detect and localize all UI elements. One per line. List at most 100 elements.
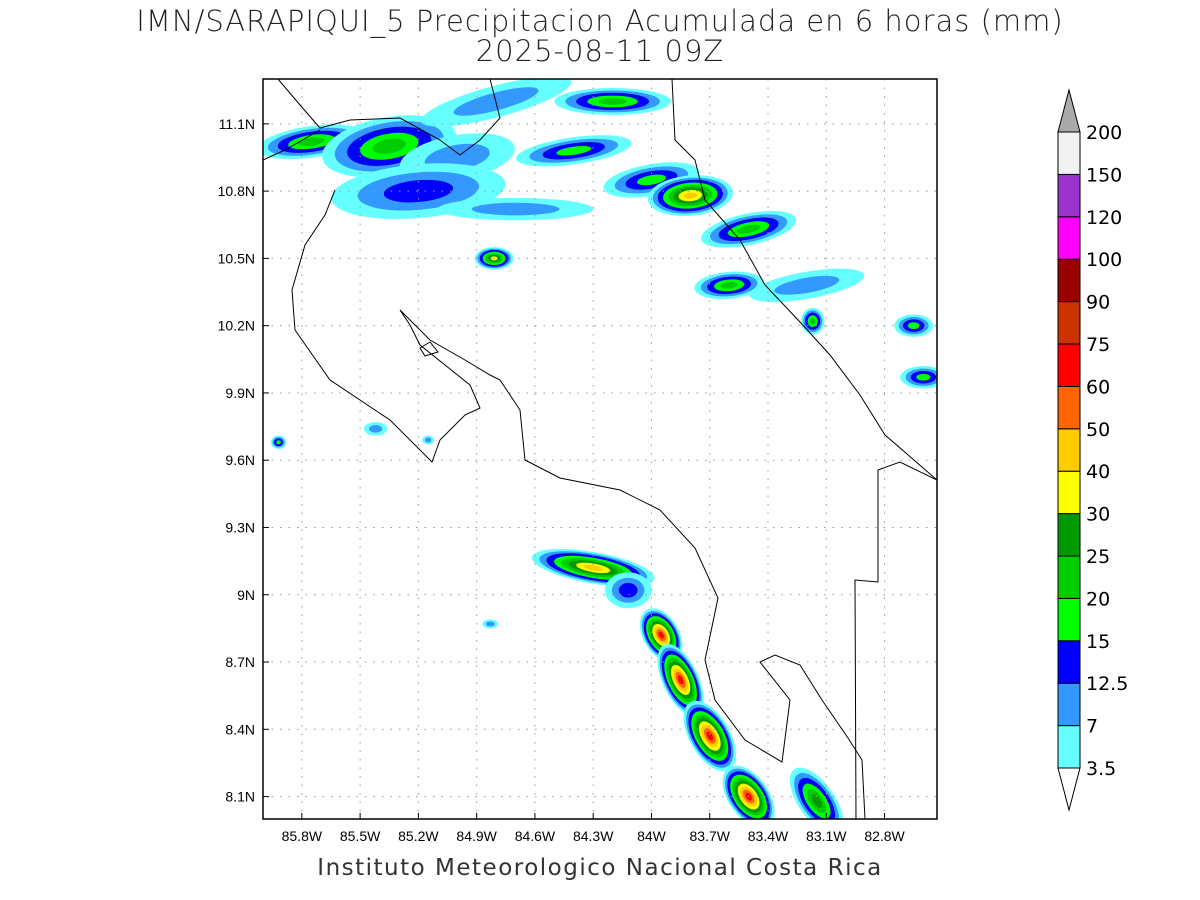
precip-cell — [749, 268, 865, 302]
colorbar-label: 90 — [1086, 292, 1110, 314]
precip-contour-60 — [658, 631, 664, 639]
island — [419, 341, 439, 357]
precip-contour-40 — [583, 564, 603, 571]
map-subtitle: 2025-08-11 09Z — [475, 34, 725, 68]
precip-cell — [263, 124, 366, 160]
colorbar-swatch — [1057, 725, 1081, 769]
precip-contour-20 — [736, 224, 761, 234]
y-tick-label: 9.3N — [225, 519, 255, 535]
precip-contour-12.5 — [618, 582, 638, 598]
precip-contour-20 — [372, 138, 406, 154]
precip-cell — [270, 435, 287, 449]
x-tick-label: 83.1W — [806, 828, 847, 844]
colorbar-swatch — [1057, 343, 1081, 387]
colorbar-label: 100 — [1086, 249, 1122, 271]
y-tick-label: 10.8N — [218, 183, 255, 199]
y-tick-label: 8.4N — [225, 721, 255, 737]
y-tick-label: 9N — [237, 587, 255, 603]
colorbar-over-triangle — [1057, 88, 1081, 133]
pacific-coast — [291, 189, 866, 819]
coastlines-borders — [263, 79, 937, 819]
precip-contour-20 — [298, 137, 325, 147]
colorbar-swatch — [1057, 555, 1081, 599]
precip-contour-7 — [471, 202, 560, 216]
y-tick-label: 11.1N — [219, 116, 255, 132]
colorbar-swatch — [1057, 597, 1081, 642]
precip-cell — [647, 175, 733, 217]
y-tick-label: 10.2N — [218, 318, 255, 334]
y-axis: 11.1N 10.8N 10.5N 10.2N 9.9N 9.6N 9.3N 9N 8.7N 8.… — [218, 116, 269, 805]
precip-contour-15 — [556, 146, 592, 156]
precip-cell — [700, 210, 797, 248]
colorbar-label: 15 — [1086, 631, 1110, 653]
y-tick-label: 8.1N — [225, 789, 255, 805]
precip-cell — [604, 572, 652, 609]
colorbar-swatch — [1057, 173, 1081, 218]
colorbar-swatch — [1057, 385, 1081, 430]
precip-contour-20 — [809, 317, 816, 325]
colorbar-label: 7 — [1086, 716, 1098, 738]
precip-cell — [900, 366, 937, 389]
x-tick-label: 84.9W — [456, 828, 497, 844]
colorbar-swatch — [1057, 428, 1081, 472]
x-tick-label: 82.8W — [864, 828, 905, 844]
precip-cell — [516, 135, 632, 167]
precip-contour-25 — [811, 794, 823, 808]
precip-cell — [801, 307, 825, 335]
colorbar-label: 150 — [1086, 164, 1122, 186]
precip-cell — [437, 197, 594, 221]
precip-contour-30 — [490, 256, 498, 261]
colorbar-label: 75 — [1086, 334, 1110, 356]
colorbar-label: 12.5 — [1086, 673, 1128, 695]
colorbar-label: 3.5 — [1086, 758, 1116, 780]
precip-contour-15 — [907, 322, 920, 330]
precip-cell — [482, 619, 499, 629]
colorbar-swatch — [1057, 513, 1081, 557]
precip-contour-20 — [720, 281, 738, 289]
colorbar-label: 25 — [1086, 546, 1110, 568]
colorbar-label: 30 — [1086, 504, 1110, 526]
caribbean-coast — [671, 79, 937, 481]
x-tick-label: 85.2W — [398, 828, 439, 844]
x-tick-label: 85.8W — [282, 828, 323, 844]
x-tick-label: 83.4W — [748, 828, 789, 844]
precip-contour-7 — [774, 275, 840, 295]
x-tick-label: 84.6W — [515, 828, 556, 844]
gridlines — [263, 79, 937, 819]
x-tick-label: 84.3W — [573, 828, 614, 844]
colorbar-label: 40 — [1086, 461, 1110, 483]
colorbar-label: 60 — [1086, 376, 1110, 398]
precip-contour-7 — [424, 437, 432, 443]
precip-contour-60 — [677, 675, 684, 685]
colorbar-swatch — [1057, 640, 1081, 684]
colorbar-swatch — [1057, 258, 1081, 303]
precip-cell — [683, 700, 736, 772]
colorbar-label: 200 — [1086, 122, 1122, 144]
x-tick-label: 85.5W — [340, 828, 381, 844]
colorbar-label: 20 — [1086, 588, 1110, 610]
precip-contour-15 — [916, 373, 931, 381]
colorbar-label: 50 — [1086, 419, 1110, 441]
precip-cell — [554, 87, 671, 115]
precip-cell — [894, 314, 934, 337]
colorbar-swatch — [1057, 682, 1081, 727]
precip-contour-60 — [706, 731, 714, 741]
precip-contour-15 — [276, 440, 281, 445]
precip-cell — [657, 643, 704, 716]
precip-cell — [474, 247, 514, 270]
colorbar-label: 120 — [1086, 207, 1122, 229]
precip-cell — [639, 608, 683, 662]
precip-cell — [364, 422, 388, 436]
precip-contour-7 — [369, 425, 383, 433]
precip-cell — [422, 435, 434, 445]
colorbar: 3.5 7 12.5 15 20 25 30 40 50 60 75 90 100 120 150 200 — [1057, 88, 1128, 812]
x-tick-label: 83.7W — [690, 828, 731, 844]
map-title: IMN/SARAPIQUI_5 Precipitacion Acumulada … — [136, 4, 1064, 38]
x-axis: 85.8W 85.5W 85.2W 84.9W 84.6W 84.3W 84W 83.7W 83… — [282, 813, 906, 844]
precip-contour-20 — [598, 98, 627, 105]
precip-cell — [694, 271, 765, 300]
panama-border — [854, 461, 937, 819]
precipitation-field — [263, 79, 937, 819]
colorbar-swatch — [1057, 131, 1081, 175]
